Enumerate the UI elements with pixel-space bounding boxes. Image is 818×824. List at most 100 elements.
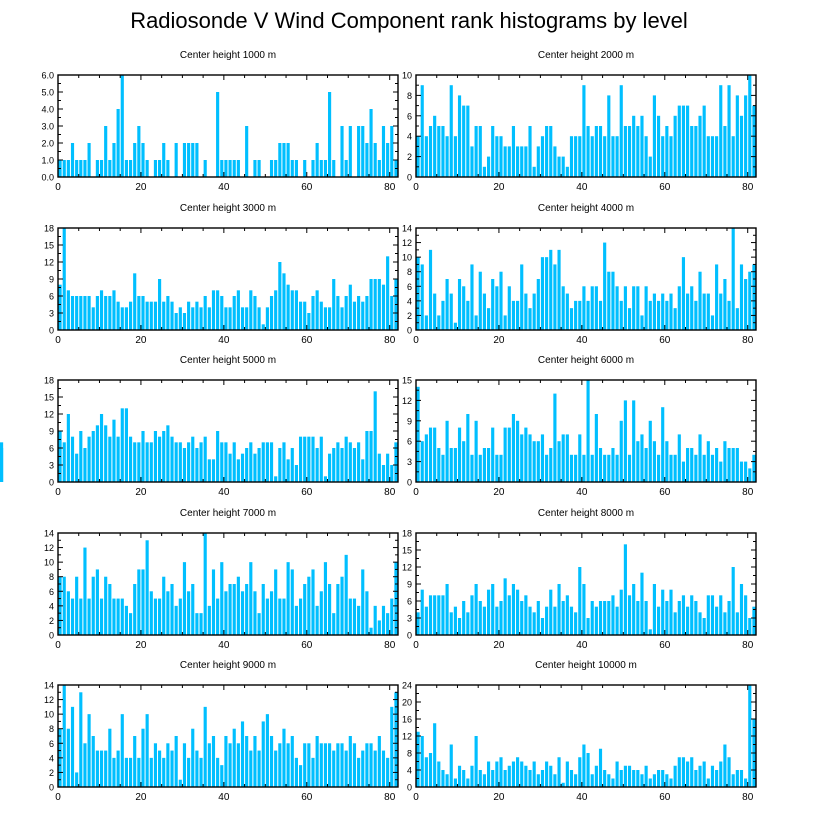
histogram-bar	[199, 757, 203, 787]
histogram-bar	[748, 468, 752, 482]
histogram-bar	[669, 778, 673, 787]
histogram-bar	[466, 105, 470, 177]
histogram-bar	[428, 427, 433, 482]
histogram-bar	[735, 612, 739, 635]
y-tick-label: 6	[49, 739, 54, 749]
histogram-bar	[615, 606, 619, 635]
histogram-bar	[352, 448, 357, 482]
histogram-bar	[694, 126, 698, 177]
histogram-bar	[727, 757, 731, 787]
histogram-bar	[323, 743, 328, 787]
histogram-bar	[582, 584, 586, 635]
histogram-bar	[619, 589, 623, 635]
histogram-bar	[557, 249, 561, 330]
histogram-bar	[357, 605, 361, 635]
histogram-bar	[557, 757, 561, 787]
histogram-bar	[116, 436, 120, 482]
histogram-bar	[390, 296, 394, 330]
histogram-bar	[199, 613, 203, 635]
histogram-bar	[503, 427, 507, 482]
histogram-bar	[727, 85, 731, 177]
y-tick-label: 8	[407, 749, 412, 759]
histogram-bar	[328, 584, 332, 635]
histogram-bar	[294, 757, 298, 787]
y-tick-label: 12	[44, 695, 54, 705]
histogram-bar	[307, 743, 311, 787]
histogram-bar	[735, 448, 739, 482]
histogram-bar	[315, 448, 319, 482]
histogram-bar	[462, 105, 466, 177]
x-tick-label: 0	[413, 335, 419, 346]
histogram-bar	[381, 605, 386, 635]
histogram-bar	[648, 300, 652, 330]
histogram-bar	[702, 293, 706, 330]
histogram-bar	[116, 750, 120, 787]
histogram-bar	[348, 442, 352, 482]
histogram-bar	[328, 307, 332, 330]
histogram-bar	[706, 136, 710, 177]
histogram-bar	[386, 143, 390, 177]
histogram-bar	[433, 427, 437, 482]
histogram-bar	[457, 95, 462, 177]
histogram-bar	[524, 427, 528, 482]
y-tick-label: 12	[402, 563, 412, 573]
histogram-panel: 0 20 40 60 80 0 3 6 9 12 15 18 Center height 8000 m	[402, 508, 757, 651]
histogram-bar	[373, 605, 377, 635]
x-tick-label: 60	[659, 335, 671, 346]
histogram-bar	[236, 459, 240, 482]
histogram-bar	[311, 757, 315, 787]
histogram-bar	[386, 453, 390, 482]
histogram-bar	[315, 736, 319, 787]
histogram-bar	[340, 576, 344, 635]
histogram-bar	[648, 778, 652, 787]
x-tick-label: 60	[659, 487, 671, 498]
histogram-bar	[665, 441, 669, 482]
histogram-bar	[178, 307, 182, 330]
y-tick-label: 8	[407, 267, 412, 277]
histogram-bar	[232, 442, 236, 482]
histogram-bar	[261, 721, 265, 787]
histogram-bar	[486, 448, 491, 482]
x-tick-label: 0	[413, 487, 419, 498]
x-tick-label: 0	[55, 487, 61, 498]
histogram-bar	[520, 761, 524, 787]
histogram-bar	[162, 576, 166, 635]
y-tick-label: 1.0	[41, 156, 54, 166]
histogram-bar	[232, 728, 236, 787]
x-tick-label: 0	[413, 792, 419, 803]
histogram-bar	[607, 454, 611, 482]
histogram-bar	[690, 595, 694, 635]
histogram-bar	[632, 770, 636, 787]
histogram-bar	[611, 271, 615, 330]
histogram-bar	[640, 434, 644, 482]
x-tick-label: 60	[301, 335, 313, 346]
histogram-bar	[457, 765, 462, 787]
histogram-bar	[211, 459, 216, 482]
y-tick-label: 9	[407, 580, 412, 590]
histogram-bar	[195, 613, 199, 635]
histogram-bar	[91, 736, 95, 787]
x-tick-label: 40	[218, 792, 230, 803]
histogram-bar	[124, 605, 128, 635]
histogram-bar	[265, 307, 269, 330]
histogram-bar	[278, 598, 282, 635]
histogram-bar	[236, 160, 240, 177]
histogram-bar	[87, 598, 91, 635]
histogram-bar	[574, 136, 578, 177]
histogram-bar	[644, 448, 648, 482]
histogram-bar	[108, 296, 112, 330]
y-tick-label: 8	[407, 91, 412, 101]
histogram-bar	[216, 757, 220, 787]
histogram-bar	[336, 442, 340, 482]
histogram-bar	[348, 284, 352, 330]
histogram-bar	[182, 448, 187, 482]
histogram-bar	[361, 126, 365, 177]
x-tick-label: 80	[742, 182, 754, 193]
histogram-bar	[540, 770, 545, 787]
histogram-bar	[553, 774, 557, 787]
x-tick-label: 60	[301, 792, 313, 803]
histogram-bar	[112, 419, 116, 482]
histogram-bar	[578, 757, 582, 787]
histogram-bar	[561, 782, 565, 787]
histogram-bar	[70, 598, 75, 635]
